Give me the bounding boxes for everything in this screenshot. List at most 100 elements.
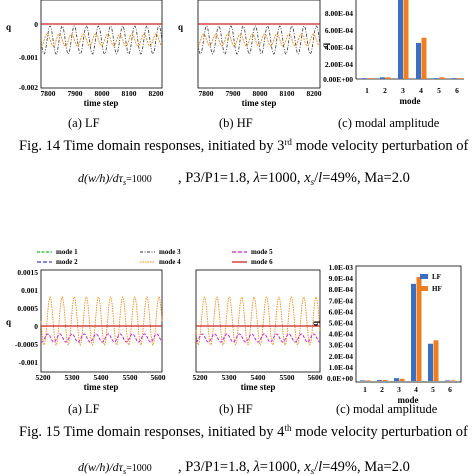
fig14-panel-a: q 0 -0.001 -0.002 7800 7900 8000 8100 82… xyxy=(6,0,164,130)
fig14a-plot-frame xyxy=(40,0,163,89)
fig15-panel-c: q 1.0E-03 9.0E-04 8.0E-04 7.0E-04 6.0E-04 5.0… xyxy=(310,263,462,416)
fig15c-ytick: 0.0E+00 xyxy=(327,374,353,383)
fig14c-ytick: 8.00E-04 xyxy=(325,9,353,18)
fig15c-ylabel: q xyxy=(310,321,320,326)
fig15c-ytick: 3.0E-04 xyxy=(329,341,354,350)
fig14c-xtick: 1 xyxy=(365,86,369,95)
fig15a-ytick: -0.001 xyxy=(19,358,39,367)
fig14c-xtick: 6 xyxy=(455,86,459,95)
fig15c-ytick: 1.0E-04 xyxy=(329,363,354,372)
legend-mode4-label: mode 4 xyxy=(159,258,181,266)
fig15c-ytick: 6.0E-04 xyxy=(329,307,354,316)
bar-mode-3-lf xyxy=(394,378,399,381)
fig14a-ytick: -0.001 xyxy=(19,53,39,62)
fig15b-xtick: 5600 xyxy=(308,373,323,382)
legend-mode3-label: mode 3 xyxy=(159,248,181,256)
legend-mode5-label: mode 5 xyxy=(251,248,273,256)
bar-mode-4-lf xyxy=(416,42,421,79)
fig15c-legend-hf-swatch xyxy=(420,286,428,291)
fig14a-mode4-line xyxy=(40,33,163,47)
fig15-caption-ratio: d(w/h)/dτs=1000 xyxy=(78,460,152,474)
fig14a-xtick: 8100 xyxy=(122,89,137,98)
bar-mode-5-lf xyxy=(428,343,433,381)
fig14c-bars xyxy=(362,0,463,79)
fig15c-xtick: 5 xyxy=(431,385,435,394)
fig14b-caption: (b) HF xyxy=(219,116,253,130)
bar-mode-4-hf xyxy=(416,277,422,381)
fig14b-ylabel: q xyxy=(178,22,183,32)
fig14c-ytick: 4.00E-04 xyxy=(325,43,353,52)
fig15a-mode4-line xyxy=(40,296,163,346)
fig14-caption-ratio: d(w/h)/dτs=1000 xyxy=(78,171,152,187)
fig14b-xtick: 7800 xyxy=(199,89,214,98)
fig15c-ytick: 1.0E-03 xyxy=(329,263,354,272)
bar-mode-3-lf xyxy=(398,0,403,79)
fig14a-xtick: 8200 xyxy=(149,89,164,98)
fig14a-ytick: 0 xyxy=(34,20,38,29)
fig15a-ytick: -0.0005 xyxy=(15,340,38,349)
bar-mode-6-lf xyxy=(452,78,457,79)
fig15c-caption: (c) modal amplitude xyxy=(336,402,438,416)
fig15a-ytick: 0.0015 xyxy=(17,268,38,277)
bar-mode-1-lf xyxy=(362,78,367,79)
fig15b-plot-frame xyxy=(195,269,321,373)
fig14c-xtick: 4 xyxy=(419,86,423,95)
fig14a-xtick: 8000 xyxy=(95,89,110,98)
bar-mode-5-hf xyxy=(439,77,445,79)
fig14c-ylabel: q xyxy=(320,43,330,48)
fig15b-xtick: 5300 xyxy=(222,373,237,382)
fig14b-xtick: 7900 xyxy=(226,89,241,98)
fig15-legend: mode 1 mode 2 mode 3 mode 4 mode 5 mode … xyxy=(37,248,273,266)
bar-mode-1-hf xyxy=(365,380,371,381)
fig14c-caption: (c) modal amplitude xyxy=(338,116,440,130)
bar-mode-2-hf xyxy=(385,77,391,79)
fig14b-xtick: 8200 xyxy=(307,89,322,98)
legend-mode1-label: mode 1 xyxy=(56,248,78,256)
fig14a-caption: (a) LF xyxy=(68,116,100,130)
fig15c-legend-lf-label: LF xyxy=(432,273,441,281)
bar-mode-6-hf xyxy=(450,380,456,381)
fig15-caption-params: , P3/P1=1.8, λ=1000, xs/l=49%, Ma=2.0 xyxy=(178,459,410,474)
fig14a-ylabel: q xyxy=(6,22,11,32)
fig15c-bars xyxy=(360,277,456,381)
fig14c-ytick: 6.00E-04 xyxy=(325,26,353,35)
fig14c-ytick: 0.00E+00 xyxy=(323,75,353,84)
bar-mode-3-hf xyxy=(399,378,405,381)
fig14-panel-b: q 7800 7900 8000 8100 8200 time step (b)… xyxy=(178,0,322,130)
fig14a-xlabel: time step xyxy=(84,98,119,108)
fig15c-xtick: 3 xyxy=(397,385,401,394)
legend-mode2-label: mode 2 xyxy=(56,258,78,266)
fig15a-xtick: 5200 xyxy=(36,373,51,382)
fig15b-xtick: 5200 xyxy=(193,373,208,382)
fig15a-ytick: 0.0005 xyxy=(17,304,38,313)
bar-mode-1-lf xyxy=(360,380,365,381)
bar-mode-6-lf xyxy=(445,380,450,381)
fig15c-ytick: 8.0E-04 xyxy=(329,285,354,294)
fig14a-ytick: -0.002 xyxy=(19,83,39,92)
fig15b-xtick: 5400 xyxy=(251,373,266,382)
fig14c-xtick: 3 xyxy=(401,86,405,95)
bar-mode-2-lf xyxy=(377,380,382,381)
fig14b-xtick: 8000 xyxy=(253,89,268,98)
fig14a-mode3-line xyxy=(40,25,163,55)
fig14-panel-c: q 8.00E-04 6.00E-04 4.00E-04 2.00E-04 0.… xyxy=(320,0,464,130)
fig15-panel-b: 5200 5300 5400 5500 5600 time step (b) H… xyxy=(193,269,323,416)
fig15a-xlabel: time step xyxy=(84,382,119,392)
fig14c-xtick: 2 xyxy=(383,86,387,95)
legend-mode6-label: mode 6 xyxy=(251,258,273,266)
bar-mode-3-hf xyxy=(403,0,409,79)
fig15c-legend-hf-label: HF xyxy=(432,285,442,293)
fig15b-xlabel: time step xyxy=(241,382,276,392)
fig14a-xtick: 7800 xyxy=(41,89,56,98)
fig14a-xtick: 7900 xyxy=(68,89,83,98)
fig15c-plot-frame xyxy=(355,265,462,383)
fig15c-yticks: 1.0E-03 9.0E-04 8.0E-04 7.0E-04 6.0E-04 5.0E-… xyxy=(327,263,353,383)
bar-mode-6-hf xyxy=(457,78,463,79)
bar-mode-1-hf xyxy=(367,78,373,79)
fig15a-xtick: 5500 xyxy=(123,373,138,382)
fig15c-xlabel: mode xyxy=(398,395,419,405)
fig15c-ytick: 4.0E-04 xyxy=(329,330,354,339)
bar-mode-4-lf xyxy=(411,283,416,381)
fig14b-mode4-line xyxy=(197,33,321,47)
